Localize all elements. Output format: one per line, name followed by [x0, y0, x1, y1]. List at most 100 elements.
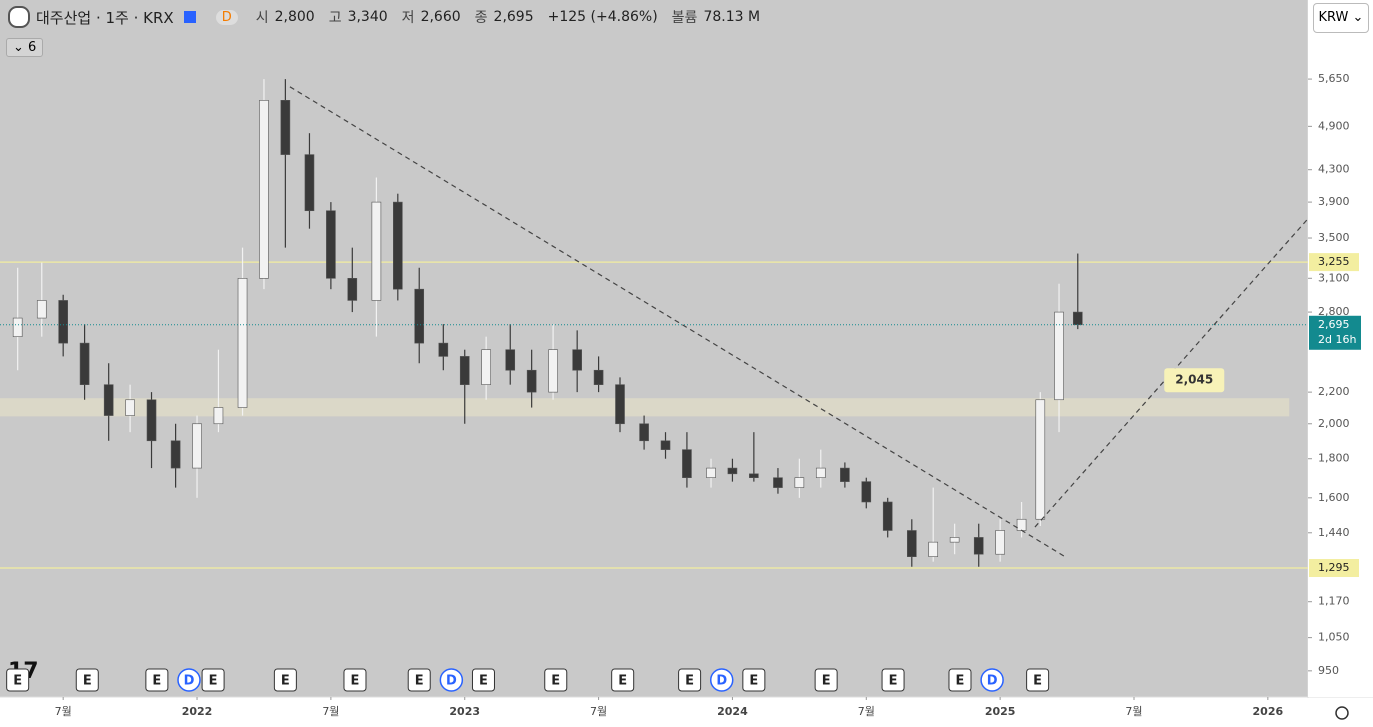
candle	[548, 324, 558, 400]
x-axis-bg	[0, 698, 1373, 727]
candle	[973, 523, 984, 567]
candle	[371, 177, 382, 337]
candle	[682, 432, 692, 488]
candle	[615, 377, 625, 433]
event[interactable]: E	[273, 668, 297, 692]
body	[12, 317, 23, 337]
event[interactable]: D	[439, 668, 464, 692]
event[interactable]: E	[145, 668, 169, 692]
event-label: E	[83, 674, 92, 689]
candle	[481, 336, 491, 400]
settings[interactable]	[1335, 706, 1349, 720]
candle	[1035, 392, 1046, 526]
currency-label: KRW	[1318, 10, 1349, 25]
label: 종	[474, 10, 488, 26]
body	[36, 300, 47, 319]
event-bg	[881, 668, 905, 692]
body	[906, 530, 917, 557]
body	[1035, 399, 1046, 520]
event-bg	[407, 668, 431, 692]
event-label: E	[152, 674, 161, 689]
y-tick-label: 5,650	[1318, 72, 1350, 85]
x-tick-label: 2026	[1253, 705, 1284, 718]
candle	[326, 202, 336, 290]
event[interactable]: E	[1026, 668, 1050, 692]
candle	[749, 432, 759, 482]
event[interactable]: D	[980, 668, 1004, 692]
event[interactable]: E	[814, 668, 838, 692]
event[interactable]: E	[343, 668, 367, 692]
body	[639, 423, 649, 442]
plot-bg	[0, 0, 1308, 697]
body	[861, 481, 872, 503]
body	[1054, 311, 1064, 401]
event-bg	[1026, 668, 1050, 692]
candle	[146, 392, 157, 469]
event[interactable]: E	[75, 668, 99, 692]
event[interactable]: E	[544, 668, 568, 692]
candle	[438, 324, 449, 371]
body	[371, 201, 382, 301]
body	[749, 473, 759, 478]
body	[304, 154, 315, 212]
label: 저	[401, 10, 415, 26]
flag[interactable]	[183, 11, 196, 23]
candle	[840, 462, 850, 488]
trendline	[1034, 218, 1309, 528]
body	[840, 467, 850, 482]
candle	[259, 79, 269, 290]
event[interactable]: E	[407, 668, 431, 692]
event-label: E	[13, 674, 22, 689]
event-label: E	[749, 674, 758, 689]
event[interactable]: E	[6, 668, 30, 692]
event[interactable]: D	[177, 668, 201, 692]
trendline	[289, 86, 1068, 559]
event[interactable]: E	[742, 668, 766, 692]
badge[interactable]: D	[215, 9, 238, 25]
label: 볼륨	[671, 10, 698, 26]
level-label: 1,295	[1318, 561, 1350, 574]
event[interactable]: E	[678, 668, 702, 692]
callout-label: 2,045	[1175, 373, 1213, 387]
candle	[773, 468, 783, 494]
body	[593, 369, 604, 385]
event[interactable]: E	[611, 668, 635, 692]
candle	[526, 349, 537, 408]
event[interactable]: E	[881, 668, 905, 692]
candle	[125, 384, 135, 433]
event[interactable]: D	[709, 668, 734, 692]
body	[882, 501, 893, 531]
y-tick-label: 950	[1318, 664, 1339, 677]
currency[interactable]: KRW ⌄	[1313, 3, 1369, 33]
candle	[304, 133, 315, 229]
symbol[interactable]: 대주산업 · 1주 · KRX	[36, 8, 174, 27]
event-label: E	[415, 674, 424, 689]
event-label: E	[889, 674, 898, 689]
candle	[593, 356, 604, 393]
event-label: E	[479, 674, 488, 689]
body	[438, 342, 449, 357]
candle	[639, 415, 649, 450]
body	[1016, 518, 1027, 531]
count: 6	[28, 40, 37, 55]
body	[326, 210, 336, 279]
y-tick-label: 1,440	[1318, 526, 1350, 539]
x-tick-label: 2025	[985, 705, 1016, 718]
event-bg	[814, 668, 838, 692]
collapse[interactable]: ⌄ 6	[6, 38, 44, 57]
body	[79, 342, 90, 385]
event-bg	[177, 668, 201, 692]
event-bg	[948, 668, 972, 692]
body	[505, 349, 516, 371]
event[interactable]: E	[948, 668, 972, 692]
price-label: 2,695	[1318, 318, 1350, 331]
event[interactable]: E	[201, 668, 225, 692]
event[interactable]: E	[471, 668, 495, 692]
candle	[12, 267, 23, 371]
body	[815, 467, 826, 478]
body	[928, 541, 939, 557]
value: 2,660	[420, 9, 461, 25]
event-label: E	[551, 674, 560, 689]
x-tick-label: 2022	[182, 705, 213, 718]
